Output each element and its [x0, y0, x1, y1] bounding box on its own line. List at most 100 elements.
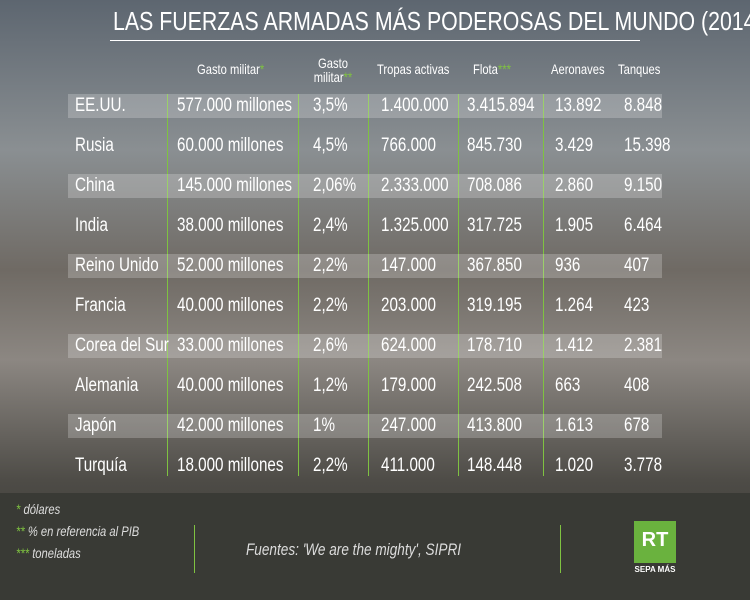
note-text: toneladas — [32, 545, 81, 561]
cell: Rusia — [75, 135, 114, 156]
logo-brand: RT — [641, 529, 669, 551]
header-text: Gasto militar — [313, 55, 348, 85]
cell: 60.000 millones — [177, 135, 284, 156]
logo: RT — [634, 521, 676, 563]
row-band — [68, 414, 662, 438]
cell: 3,5% — [313, 95, 348, 116]
cell: 413.800 — [467, 415, 522, 436]
cell: 423 — [624, 295, 650, 316]
note-mark: *** — [16, 545, 33, 561]
cell: Turquía — [75, 455, 127, 476]
note: *** toneladas — [16, 545, 81, 561]
column-header: Flota*** — [473, 62, 511, 76]
cell: 2,2% — [313, 455, 348, 476]
cell: 319.195 — [467, 295, 522, 316]
note-text: % en referencia al PIB — [27, 523, 140, 539]
cell: 242.508 — [467, 375, 522, 396]
cell: 2,06% — [313, 175, 357, 196]
row-band — [68, 254, 662, 278]
logo-tagline: SEPA MÁS — [634, 565, 676, 574]
cell: 203.000 — [381, 295, 436, 316]
cell: 407 — [624, 255, 650, 276]
title-rule — [110, 40, 640, 41]
cell: Francia — [75, 295, 126, 316]
cell: 1,2% — [313, 375, 348, 396]
column-divider — [298, 94, 299, 476]
cell: 145.000 millones — [177, 175, 292, 196]
cell: EE.UU. — [75, 95, 126, 116]
cell: 3.415.894 — [467, 95, 535, 116]
note-text: dólares — [23, 501, 61, 517]
cell: 708.086 — [467, 175, 522, 196]
cell: 2.860 — [555, 175, 594, 196]
row-band — [68, 94, 662, 118]
cell: 1.400.000 — [381, 95, 449, 116]
cell: 52.000 millones — [177, 255, 284, 276]
column-divider — [368, 94, 369, 476]
cell: 8.848 — [624, 95, 663, 116]
footer: Fuentes: 'We are the mighty', SIPRI RT S… — [0, 493, 750, 600]
header-text: Tanques — [618, 61, 661, 77]
cell: 178.710 — [467, 335, 522, 356]
cell: 577.000 millones — [177, 95, 292, 116]
cell: 1.412 — [555, 335, 594, 356]
cell: 663 — [555, 375, 581, 396]
cell: Reino Unido — [75, 255, 159, 276]
cell: 2.333.000 — [381, 175, 449, 196]
cell: Japón — [75, 415, 117, 436]
column-header: Tropas activas — [377, 62, 449, 76]
cell: 936 — [555, 255, 581, 276]
cell: 2,4% — [313, 215, 348, 236]
cell: 6.464 — [624, 215, 663, 236]
cell: 1.020 — [555, 455, 594, 476]
cell: 1.325.000 — [381, 215, 449, 236]
cell: 179.000 — [381, 375, 436, 396]
cell: 40.000 millones — [177, 295, 284, 316]
note: * dólares — [16, 501, 60, 517]
cell: 9.150 — [624, 175, 663, 196]
cell: 624.000 — [381, 335, 436, 356]
header-mark: * — [259, 61, 265, 77]
cell: 2,2% — [313, 295, 348, 316]
cell: India — [75, 215, 108, 236]
cell: 42.000 millones — [177, 415, 284, 436]
cell: Corea del Sur — [75, 335, 169, 356]
cell: Alemania — [75, 375, 139, 396]
cell: 317.725 — [467, 215, 522, 236]
column-header: Gasto militar* — [197, 62, 264, 76]
cell: 2,2% — [313, 255, 348, 276]
column-header: Gasto militar** — [313, 56, 353, 84]
cell: 2,6% — [313, 335, 348, 356]
cell: 3.778 — [624, 455, 663, 476]
cell: 3.429 — [555, 135, 594, 156]
cell: 38.000 millones — [177, 215, 284, 236]
cell: 1.264 — [555, 295, 594, 316]
cell: 1.613 — [555, 415, 594, 436]
source: Fuentes: 'We are the mighty', SIPRI — [246, 540, 462, 559]
cell: 2.381 — [624, 335, 663, 356]
header-text: Gasto militar — [197, 61, 260, 77]
cell: 1.905 — [555, 215, 594, 236]
cell: 766.000 — [381, 135, 436, 156]
cell: 40.000 millones — [177, 375, 284, 396]
note-mark: * — [16, 501, 24, 517]
column-header: Aeronaves — [551, 62, 605, 76]
header-text: Flota — [473, 61, 498, 77]
cell: 408 — [624, 375, 650, 396]
header-mark: ** — [343, 69, 353, 85]
row-band — [68, 334, 662, 358]
header-text: Tropas activas — [377, 61, 450, 77]
column-divider — [543, 94, 544, 476]
note: ** % en referencia al PIB — [16, 523, 139, 539]
header-mark: *** — [497, 61, 511, 77]
cell: China — [75, 175, 115, 196]
cell: 411.000 — [381, 455, 435, 476]
row-band — [68, 174, 662, 198]
cell: 15.398 — [624, 135, 671, 156]
column-divider — [458, 94, 459, 476]
cell: 13.892 — [555, 95, 602, 116]
divider — [560, 525, 561, 573]
cell: 147.000 — [381, 255, 436, 276]
divider — [194, 525, 195, 573]
